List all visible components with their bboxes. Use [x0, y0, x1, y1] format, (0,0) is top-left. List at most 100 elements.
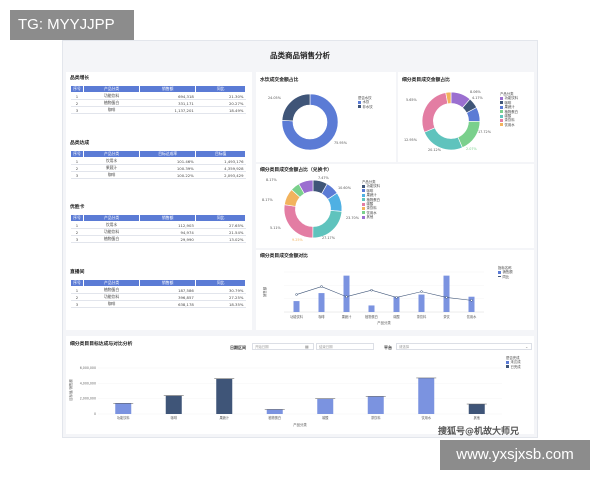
table-cell: 2 — [70, 99, 84, 107]
bottom-legend-item: 未达成 — [506, 360, 521, 364]
table-row: 1 饮用水 112,903 27.65% — [70, 221, 246, 229]
table-cell: 18.35% — [195, 300, 246, 308]
table-header: 序号 — [70, 150, 84, 158]
donut2-slice-label: 8.06% — [470, 90, 481, 94]
table-cell: 331,171 — [139, 99, 196, 107]
bottom-chart: 6,000,000 4,000,000 2,000,000 0 功能饮料 咖啡 果蔬汁 植物蛋… — [68, 366, 502, 427]
donut1-title: 水饮成交金额占比 — [260, 78, 299, 83]
bottom-bar — [367, 396, 384, 414]
combo1-legend-title: 指标名称 — [498, 266, 512, 270]
combo1-tick-label: 茶饮料 — [417, 314, 427, 319]
donut2-legend-item: 果蔬汁 — [500, 105, 518, 109]
bottom-tick-label: 果蔬汁 — [219, 415, 229, 420]
bottom-ytick: 4,000,000 — [80, 381, 96, 385]
combo1-tick-label: 咖啡 — [318, 314, 325, 319]
table-row: 2 果蔬汁 100.39% 4,359,928 — [70, 164, 246, 172]
combo1-tick-label: 植物蛋白 — [365, 314, 378, 319]
table-cell: 咖啡 — [83, 106, 140, 114]
data-table: 序号 产品分类 销售额 同比 1 植物蛋白 187,586 30.79% 2 功能饮料 396,85… — [70, 279, 246, 308]
bottom-tick-label: 茶饮料 — [371, 415, 381, 420]
donut3-slice — [283, 204, 314, 239]
bottom-panel — [66, 336, 534, 434]
table-cell: 396,857 — [139, 293, 196, 301]
table-header: 销售额 — [139, 85, 197, 93]
platform-label: 平台 — [384, 345, 392, 350]
donut3-legend-item: 植物蛋白 — [362, 198, 380, 202]
donut2-chart — [421, 91, 481, 151]
table-cell: 功能饮料 — [83, 92, 140, 100]
combo1-point — [420, 290, 423, 293]
table-cell: 27.25% — [195, 293, 246, 301]
donut3-legend-item: 其他 — [362, 215, 380, 219]
chevron-down-icon[interactable]: ⌄ — [525, 344, 529, 349]
table-cell: 果蔬汁 — [83, 164, 140, 172]
donut2-slice-label: 2.07% — [466, 147, 477, 151]
table-cell: 3 — [70, 300, 84, 308]
table-cell: 3 — [70, 171, 84, 179]
date-start-input[interactable]: 开始日期 — [252, 343, 314, 350]
table-row: 1 饮用水 101.46% 1,493,176 — [70, 157, 246, 165]
donut3-chart — [283, 179, 343, 239]
bottom-bar — [216, 378, 233, 414]
table-cell: 101.46% — [139, 157, 196, 165]
bottom-ytick: 6,000,000 — [80, 366, 96, 370]
bottom-tick-label: 碳酸 — [322, 415, 329, 420]
bottom-bar — [165, 395, 182, 414]
table-header: 产品分类 — [82, 150, 141, 158]
donut2-legend: 产品分类 功能饮料 咖啡 果蔬汁 植物蛋白 碳酸 茶饮料 饮用水 — [500, 92, 518, 127]
combo1-point — [320, 285, 323, 288]
table-header: 同比 — [195, 214, 246, 222]
combo1-bar — [468, 296, 475, 312]
table-row: 1 功能饮料 694,318 21.30% — [70, 92, 246, 100]
table-cell: 13.02% — [195, 235, 246, 243]
calendar-icon[interactable]: ▦ — [305, 344, 309, 349]
donut2-slice-label: 5.65% — [406, 98, 417, 102]
donut3-legend-item: 碳酸 — [362, 202, 380, 206]
donut2-panel — [398, 72, 534, 162]
bottom-legend-title: 是否完成 — [506, 356, 520, 360]
combo1-tick-label: 碳酸 — [393, 314, 400, 319]
data-table: 序号 产品分类 销售额 同比 1 饮用水 112,903 27.65% 2 功能饮料 94,974 2… — [70, 214, 246, 243]
date-end-input[interactable]: 结束日期 — [316, 343, 374, 350]
donut3-slice-label: 10.60% — [338, 186, 351, 190]
table-header: 目标达成率 — [139, 150, 197, 158]
donut2-slice — [421, 92, 449, 133]
combo1-legend: 指标名称 销售额 同比 — [498, 266, 513, 279]
table-cell: 187,586 — [139, 286, 196, 294]
bottom-legend: 是否完成 未达成 已完成 — [506, 356, 521, 369]
donut2-slice-label: 17.72% — [478, 130, 491, 134]
table-row: 3 咖啡 100.22% 2,093,429 — [70, 171, 246, 179]
donut3-slice-label: 5.11% — [270, 226, 281, 230]
donut3-slice-label: 8.17% — [266, 178, 277, 182]
combo1-point — [445, 296, 448, 299]
table-cell: 饮用水 — [83, 157, 140, 165]
combo1-ylabel: 销售额 — [262, 286, 267, 297]
combo1-bar — [343, 275, 350, 312]
donut3-legend-item: 咖啡 — [362, 189, 380, 193]
table-cell: 2 — [70, 164, 84, 172]
table-cell: 2,093,429 — [195, 171, 246, 179]
table-cell: 1 — [70, 286, 84, 294]
bottom-xlabel: 产品分类 — [293, 422, 307, 427]
table-cell: 94,974 — [139, 228, 196, 236]
combo1-point — [370, 288, 373, 292]
data-table: 序号 产品分类 销售额 同比 1 功能饮料 694,318 21.30% 2 植物蛋白 331,17… — [70, 85, 246, 114]
donut3-legend-item: 茶饮料 — [362, 206, 380, 210]
table-title: 品类达成 — [70, 141, 90, 146]
bottom-bar — [266, 409, 283, 414]
combo1-point — [345, 295, 348, 298]
table-cell: 112,903 — [139, 221, 196, 229]
combo1-bar — [368, 305, 375, 312]
table-cell: 1,493,176 — [195, 157, 246, 165]
watermark-source: 搜狐号@机故大师兄 — [438, 427, 520, 437]
table-header: 序号 — [70, 85, 84, 93]
table-cell: 咖啡 — [83, 300, 140, 308]
platform-select[interactable]: 请选择 — [396, 343, 532, 350]
combo1-bar — [418, 294, 425, 312]
table-row: 1 植物蛋白 187,586 30.79% — [70, 286, 246, 294]
donut1-slice — [281, 93, 339, 151]
donut3-legend-item: 果蔬汁 — [362, 193, 380, 197]
donut1-label-top: 24.05% — [268, 96, 281, 100]
table-cell: 21.54% — [195, 228, 246, 236]
